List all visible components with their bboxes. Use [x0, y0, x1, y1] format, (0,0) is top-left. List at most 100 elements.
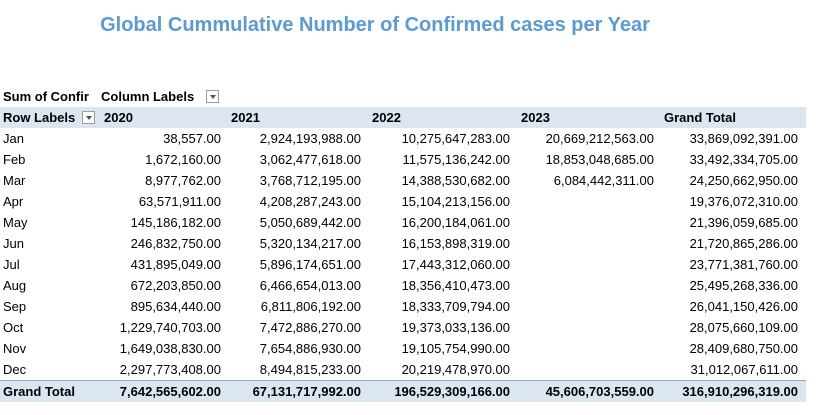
- cell-grand-total[interactable]: 23,771,381,760.00: [689, 257, 798, 272]
- total-grand-total[interactable]: 316,910,296,319.00: [682, 384, 798, 399]
- grand-total-row: Grand Total 7,642,565,602.00 67,131,717,…: [0, 380, 806, 402]
- row-label[interactable]: Oct: [3, 320, 24, 335]
- column-header-2022[interactable]: 2022: [372, 110, 401, 125]
- cell-2020[interactable]: 1,229,740,703.00: [119, 320, 221, 335]
- cell-2023[interactable]: [510, 338, 654, 359]
- cell-2021[interactable]: 8,494,815,233.00: [259, 362, 361, 377]
- cell-2023[interactable]: [510, 212, 654, 233]
- grand-total-label[interactable]: Grand Total: [3, 384, 75, 399]
- cell-2023[interactable]: [510, 254, 654, 275]
- row-label[interactable]: Jun: [3, 236, 24, 251]
- table-row: Jul 431,895,049.00 5,896,174,651.00 17,4…: [0, 254, 806, 275]
- cell-2022[interactable]: 18,333,709,794.00: [401, 299, 510, 314]
- table-row: Apr 63,571,911.00 4,208,287,243.00 15,10…: [0, 191, 806, 212]
- table-row: Dec 2,297,773,408.00 8,494,815,233.00 20…: [0, 359, 806, 380]
- cell-2023[interactable]: [510, 359, 654, 380]
- cell-2021[interactable]: 5,896,174,651.00: [259, 257, 361, 272]
- table-row: Sep 895,634,440.00 6,811,806,192.00 18,3…: [0, 296, 806, 317]
- cell-2023[interactable]: [510, 275, 654, 296]
- cell-2021[interactable]: 7,654,886,930.00: [259, 341, 361, 356]
- table-row: Aug 672,203,850.00 6,466,654,013.00 18,3…: [0, 275, 806, 296]
- row-labels-field[interactable]: Row Labels: [3, 107, 100, 128]
- cell-2020[interactable]: 895,634,440.00: [130, 299, 221, 314]
- cell-grand-total[interactable]: 28,409,680,750.00: [689, 341, 798, 356]
- cell-2021[interactable]: 2,924,193,988.00: [259, 131, 361, 146]
- cell-2022[interactable]: 18,356,410,473.00: [401, 278, 510, 293]
- cell-2023[interactable]: [510, 191, 654, 212]
- row-label[interactable]: Sep: [3, 299, 27, 314]
- row-label[interactable]: May: [3, 215, 28, 230]
- cell-2022[interactable]: 19,373,033,136.00: [401, 320, 510, 335]
- pivot-table: Sum of Confir Column Labels Row Labels 2…: [0, 86, 806, 402]
- row-label[interactable]: Mar: [3, 173, 26, 188]
- column-labels-field[interactable]: Column Labels: [101, 86, 219, 107]
- row-label[interactable]: Aug: [3, 278, 27, 293]
- cell-2022[interactable]: 19,105,754,990.00: [401, 341, 510, 356]
- table-row: Jun 246,832,750.00 5,320,134,217.00 16,1…: [0, 233, 806, 254]
- cell-2021[interactable]: 6,811,806,192.00: [260, 299, 361, 314]
- row-label[interactable]: Dec: [3, 362, 27, 377]
- cell-grand-total[interactable]: 24,250,662,950.00: [689, 173, 798, 188]
- column-header-2020[interactable]: 2020: [104, 110, 133, 125]
- cell-grand-total[interactable]: 28,075,660,109.00: [689, 320, 798, 335]
- cell-2022[interactable]: 15,104,213,156.00: [401, 194, 510, 209]
- cell-2023[interactable]: [510, 233, 654, 254]
- cell-grand-total[interactable]: 33,869,092,391.00: [689, 131, 798, 146]
- pivot-header-row-2: Row Labels 2020 2021 2022 2023 Grand Tot…: [0, 107, 806, 128]
- cell-grand-total[interactable]: 19,376,072,310.00: [689, 194, 798, 209]
- row-label[interactable]: Jan: [3, 131, 24, 146]
- table-row: May 145,186,182.00 5,050,689,442.00 16,2…: [0, 212, 806, 233]
- cell-2023[interactable]: 20,669,212,563.00: [545, 131, 654, 146]
- row-label[interactable]: Apr: [3, 194, 24, 209]
- cell-2022[interactable]: 17,443,312,060.00: [401, 257, 510, 272]
- pivot-header-row-1: Sum of Confir Column Labels: [0, 86, 806, 107]
- row-label[interactable]: Feb: [3, 152, 26, 167]
- cell-2022[interactable]: 11,575,136,242.00: [402, 152, 510, 167]
- cell-2020[interactable]: 1,649,038,830.00: [119, 341, 221, 356]
- cell-2020[interactable]: 431,895,049.00: [130, 257, 221, 272]
- row-filter-dropdown-icon[interactable]: [81, 111, 95, 125]
- cell-2021[interactable]: 6,466,654,013.00: [259, 278, 361, 293]
- total-2022[interactable]: 196,529,309,166.00: [394, 384, 510, 399]
- cell-2022[interactable]: 14,388,530,682.00: [401, 173, 510, 188]
- cell-2020[interactable]: 246,832,750.00: [130, 236, 221, 251]
- row-label[interactable]: Jul: [3, 257, 20, 272]
- cell-2020[interactable]: 2,297,773,408.00: [119, 362, 221, 377]
- total-2021[interactable]: 67,131,717,992.00: [252, 384, 361, 399]
- row-label[interactable]: Nov: [3, 341, 27, 356]
- column-header-2021[interactable]: 2021: [231, 110, 260, 125]
- table-row: Jan 38,557.00 2,924,193,988.00 10,275,64…: [0, 128, 806, 149]
- cell-2023[interactable]: 6,084,442,311.00: [553, 173, 654, 188]
- cell-2022[interactable]: 16,153,898,319.00: [401, 236, 510, 251]
- cell-2021[interactable]: 3,062,477,618.00: [259, 152, 361, 167]
- column-filter-dropdown-icon[interactable]: [205, 90, 219, 104]
- value-field-label[interactable]: Sum of Confir: [3, 89, 89, 104]
- cell-2020[interactable]: 63,571,911.00: [138, 194, 221, 209]
- cell-2023[interactable]: 18,853,048,685.00: [545, 152, 654, 167]
- cell-grand-total[interactable]: 31,012,067,611.00: [690, 362, 798, 377]
- column-header-grand-total[interactable]: Grand Total: [664, 110, 736, 125]
- cell-2021[interactable]: 4,208,287,243.00: [259, 194, 361, 209]
- cell-2020[interactable]: 1,672,160.00: [145, 152, 221, 167]
- cell-2023[interactable]: [510, 296, 654, 317]
- cell-2021[interactable]: 5,050,689,442.00: [259, 215, 361, 230]
- cell-2022[interactable]: 10,275,647,283.00: [401, 131, 510, 146]
- cell-2023[interactable]: [510, 317, 654, 338]
- cell-grand-total[interactable]: 21,396,059,685.00: [689, 215, 798, 230]
- cell-grand-total[interactable]: 33,492,334,705.00: [689, 152, 798, 167]
- column-header-2023[interactable]: 2023: [521, 110, 550, 125]
- cell-2020[interactable]: 672,203,850.00: [130, 278, 221, 293]
- cell-2021[interactable]: 5,320,134,217.00: [259, 236, 361, 251]
- cell-2021[interactable]: 7,472,886,270.00: [259, 320, 361, 335]
- cell-2020[interactable]: 8,977,762.00: [145, 173, 221, 188]
- cell-grand-total[interactable]: 21,720,865,286.00: [689, 236, 798, 251]
- cell-grand-total[interactable]: 25,495,268,336.00: [689, 278, 798, 293]
- cell-2022[interactable]: 20,219,478,970.00: [401, 362, 510, 377]
- cell-2020[interactable]: 145,186,182.00: [130, 215, 221, 230]
- total-2023[interactable]: 45,606,703,559.00: [545, 384, 654, 399]
- cell-2021[interactable]: 3,768,712,195.00: [259, 173, 361, 188]
- cell-grand-total[interactable]: 26,041,150,426.00: [689, 299, 798, 314]
- cell-2022[interactable]: 16,200,184,061.00: [401, 215, 510, 230]
- total-2020[interactable]: 7,642,565,602.00: [119, 384, 221, 399]
- cell-2020[interactable]: 38,557.00: [163, 131, 221, 146]
